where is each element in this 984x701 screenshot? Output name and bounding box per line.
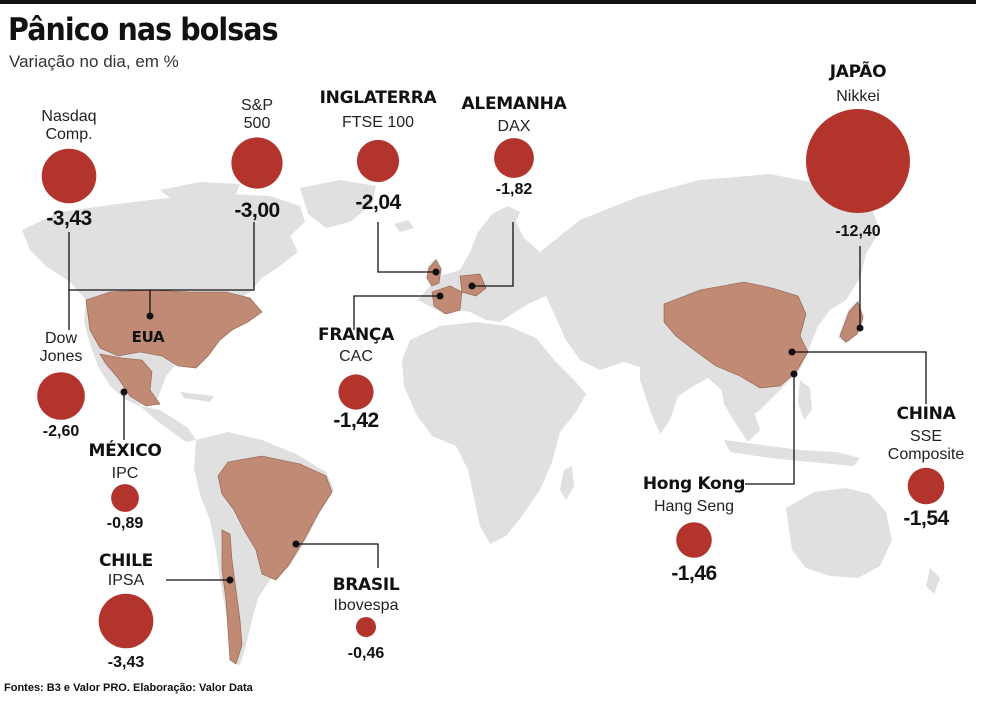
index-label-nasdaq: Nasdaq Comp.: [41, 108, 97, 143]
land-japan-hl: [839, 301, 864, 343]
index-label-inglaterra: FTSE 100: [341, 114, 415, 131]
anchor-dots: [120, 268, 864, 584]
land-madagascar: [560, 466, 574, 500]
land-greenland: [300, 180, 376, 228]
value-label-china: -1,54: [903, 507, 949, 530]
bubble-hongkong: [676, 522, 712, 558]
value-label-sp500: -3,00: [234, 199, 280, 222]
land-highlights: [85, 259, 864, 665]
country-label-mexico: MÉXICO: [88, 441, 162, 461]
leader-nasdaq: [68, 232, 151, 316]
index-label-sp500: S&P 500: [240, 97, 274, 132]
value-label-alemanha: -1,82: [495, 181, 533, 198]
leader-inglaterra: [377, 222, 436, 273]
value-label-hongkong: -1,46: [671, 562, 717, 585]
bubble-mexico: [111, 484, 139, 512]
leader-brasil: [296, 543, 379, 568]
bubble-alemanha: [494, 138, 534, 178]
country-label-franca: FRANÇA: [318, 325, 394, 345]
land-se-asia: [720, 380, 760, 442]
country-label-inglaterra: INGLATERRA: [319, 88, 437, 108]
value-label-japao: -12,40: [835, 223, 881, 240]
index-label-chile: IPSA: [107, 572, 145, 589]
bubble-dow: [37, 372, 85, 420]
value-label-franca: -1,42: [333, 409, 379, 432]
bubble-brasil: [356, 617, 376, 637]
chart-title: Pânico nas bolsas: [8, 12, 279, 48]
index-label-alemanha: DAX: [497, 118, 531, 135]
leader-franca: [353, 295, 440, 330]
country-label-china: CHINA: [896, 404, 956, 424]
value-label-nasdaq: -3,43: [46, 207, 92, 230]
land-philippines: [798, 380, 812, 420]
country-label-brasil: BRASIL: [332, 575, 400, 595]
bubble-nasdaq: [41, 148, 97, 204]
land-india: [640, 346, 690, 434]
bubble-japao: [806, 109, 910, 213]
chart-subtitle: Variação no dia, em %: [9, 52, 179, 71]
anchor-dot-chile: [226, 576, 234, 584]
index-label-dow: Dow Jones: [39, 330, 83, 365]
land-chile: [221, 529, 243, 665]
top-rule: [0, 0, 976, 4]
value-label-inglaterra: -2,04: [355, 191, 401, 214]
index-label-china: SSE Composite: [887, 428, 965, 463]
value-label-dow: -2,60: [42, 423, 80, 440]
anchor-dot-franca: [436, 292, 444, 300]
anchor-dot-japao: [856, 324, 864, 332]
leader-alemanha: [472, 222, 514, 287]
anchor-dot-alemanha: [468, 282, 476, 290]
country-label-japao: JAPÃO: [829, 62, 887, 82]
anchor-dot-inglaterra: [432, 268, 440, 276]
anchor-dot-usa: [146, 312, 154, 320]
anchor-dot-mexico: [120, 388, 128, 396]
land-arctic-islands: [160, 182, 240, 198]
land-brasil: [217, 455, 333, 581]
bubble-inglaterra: [356, 139, 400, 183]
map-label-eua: EUA: [131, 328, 165, 346]
anchor-dot-hongkong: [790, 370, 798, 378]
source-note: Fontes: B3 e Valor PRO. Elaboração: Valo…: [4, 682, 253, 694]
land-base: [22, 174, 940, 665]
land-new-zealand: [926, 568, 940, 594]
bubble-china: [907, 467, 945, 505]
index-label-franca: CAC: [339, 348, 373, 365]
land-africa: [402, 322, 586, 544]
land-australia: [786, 488, 892, 578]
value-label-chile: -3,43: [107, 654, 145, 671]
country-label-hongkong: Hong Kong: [642, 474, 746, 494]
leader-sp500: [150, 222, 255, 291]
bubble-chile: [98, 593, 154, 649]
leader-lines: [68, 222, 927, 581]
land-scandinavia: [470, 206, 520, 252]
bubble-sp500: [231, 137, 283, 189]
country-label-alemanha: ALEMANHA: [461, 94, 567, 114]
land-caribbean: [180, 392, 214, 402]
land-central-america: [140, 406, 196, 442]
land-mexico: [99, 353, 161, 407]
anchor-dot-brasil: [292, 540, 300, 548]
land-indonesia: [724, 440, 860, 466]
leader-china: [792, 351, 927, 404]
index-label-japao: Nikkei: [836, 88, 880, 105]
land-usa: [85, 289, 263, 369]
index-label-mexico: IPC: [111, 465, 139, 482]
value-label-mexico: -0,89: [106, 515, 144, 532]
anchor-dot-china: [788, 348, 796, 356]
index-label-hongkong: Hang Seng: [653, 498, 735, 515]
bubbles: [37, 109, 945, 649]
value-label-brasil: -0,46: [347, 645, 385, 662]
bubble-franca: [338, 374, 374, 410]
land-iceland: [394, 220, 414, 232]
index-label-brasil: Ibovespa: [333, 597, 399, 614]
country-label-chile: CHILE: [99, 551, 153, 571]
leader-hongkong: [745, 374, 795, 485]
